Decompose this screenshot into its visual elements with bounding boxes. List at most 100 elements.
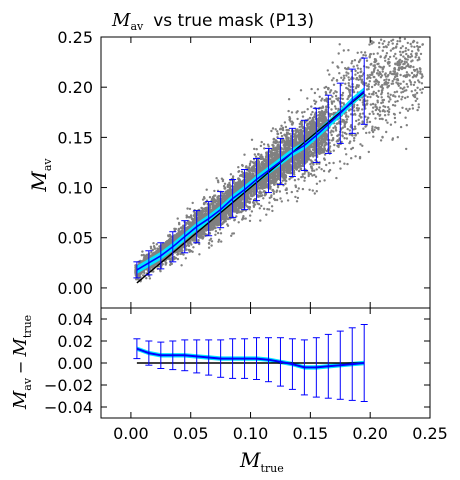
scatter-point	[309, 172, 313, 176]
scatter-point	[374, 60, 377, 64]
scatter-point	[284, 182, 287, 185]
scatter-point	[346, 162, 349, 166]
scatter-point	[259, 144, 263, 148]
scatter-point	[217, 195, 220, 198]
scatter-point	[385, 83, 388, 86]
scatter-point	[335, 79, 339, 82]
scatter-point	[217, 181, 220, 184]
scatter-point	[210, 240, 214, 243]
scatter-point	[334, 107, 338, 110]
scatter-point	[231, 175, 235, 178]
scatter-point	[279, 131, 283, 135]
scatter-point	[308, 116, 312, 120]
scatter-point	[336, 134, 339, 138]
scatter-point	[318, 141, 321, 145]
scatter-point	[367, 85, 370, 89]
scatter-point	[387, 41, 391, 44]
scatter-point	[210, 244, 213, 247]
scatter-point	[364, 115, 367, 118]
scatter-point	[328, 161, 331, 165]
scatter-point	[313, 173, 316, 177]
scatter-point	[377, 89, 380, 93]
scatter-point	[393, 91, 396, 94]
scatter-point	[315, 182, 319, 185]
scatter-point	[381, 42, 384, 45]
scatter-point	[345, 153, 348, 156]
scatter-point	[388, 108, 391, 111]
scatter-point	[416, 70, 419, 73]
scatter-point	[306, 108, 309, 111]
scatter-point	[194, 212, 197, 215]
scatter-point	[398, 40, 402, 43]
scatter-point	[340, 61, 344, 64]
scatter-point	[290, 122, 294, 126]
scatter-point	[388, 64, 391, 68]
scatter-point	[379, 139, 383, 142]
scatter-point	[376, 52, 379, 55]
scatter-point	[377, 126, 380, 130]
scatter-point	[398, 50, 402, 53]
scatter-point	[366, 76, 370, 79]
scatter-point	[411, 103, 414, 107]
scatter-point	[382, 45, 385, 49]
scatter-point	[271, 144, 275, 148]
scatter-point	[153, 246, 156, 249]
scatter-point	[399, 73, 402, 77]
scatter-point	[164, 261, 168, 265]
scatter-point	[301, 187, 305, 191]
scatter-point	[258, 186, 262, 190]
scatter-point	[249, 214, 252, 217]
scatter-point	[185, 248, 188, 251]
scatter-point	[416, 41, 419, 44]
scatter-point	[333, 143, 336, 147]
scatter-point	[387, 106, 390, 109]
scatter-point	[268, 201, 271, 204]
scatter-point	[402, 62, 405, 66]
scatter-point	[336, 122, 340, 125]
scatter-point	[311, 169, 314, 172]
scatter-point	[421, 75, 424, 78]
scatter-point	[377, 81, 381, 84]
scatter-point	[244, 217, 247, 220]
scatter-point	[376, 112, 380, 116]
scatter-point	[418, 81, 421, 84]
scatter-point	[343, 124, 346, 127]
scatter-point	[357, 84, 360, 87]
scatter-point	[318, 95, 321, 99]
scatter-point	[208, 196, 212, 199]
scatter-point	[386, 121, 389, 124]
scatter-point	[387, 113, 390, 116]
scatter-point	[389, 93, 392, 97]
scatter-point	[223, 187, 227, 190]
scatter-point	[410, 45, 413, 48]
scatter-point	[354, 133, 357, 136]
scatter-point	[394, 121, 397, 124]
scatter-point	[287, 109, 290, 113]
scatter-point	[231, 232, 234, 235]
scatter-point	[389, 123, 393, 126]
scatter-point	[393, 67, 396, 71]
scatter-point	[267, 208, 271, 211]
scatter-point	[211, 195, 215, 199]
scatter-point	[322, 169, 326, 173]
scatter-point	[262, 207, 266, 210]
scatter-point	[141, 250, 144, 253]
scatter-point	[280, 140, 284, 144]
scatter-point	[387, 81, 390, 85]
scatter-point	[166, 240, 169, 244]
scatter-point	[368, 92, 371, 96]
scatter-point	[421, 87, 424, 91]
scatter-point	[293, 173, 296, 176]
scatter-point	[377, 83, 380, 86]
scatter-point	[283, 121, 287, 124]
scatter-point	[361, 144, 364, 147]
scatter-point	[271, 127, 275, 130]
scatter-point	[248, 219, 252, 223]
scatter-point	[336, 65, 339, 68]
scatter-point	[332, 126, 335, 130]
scatter-point	[399, 82, 402, 86]
scatter-point	[369, 95, 372, 99]
scatter-point	[352, 90, 356, 94]
scatter-point	[359, 70, 362, 74]
scatter-point	[243, 153, 246, 156]
